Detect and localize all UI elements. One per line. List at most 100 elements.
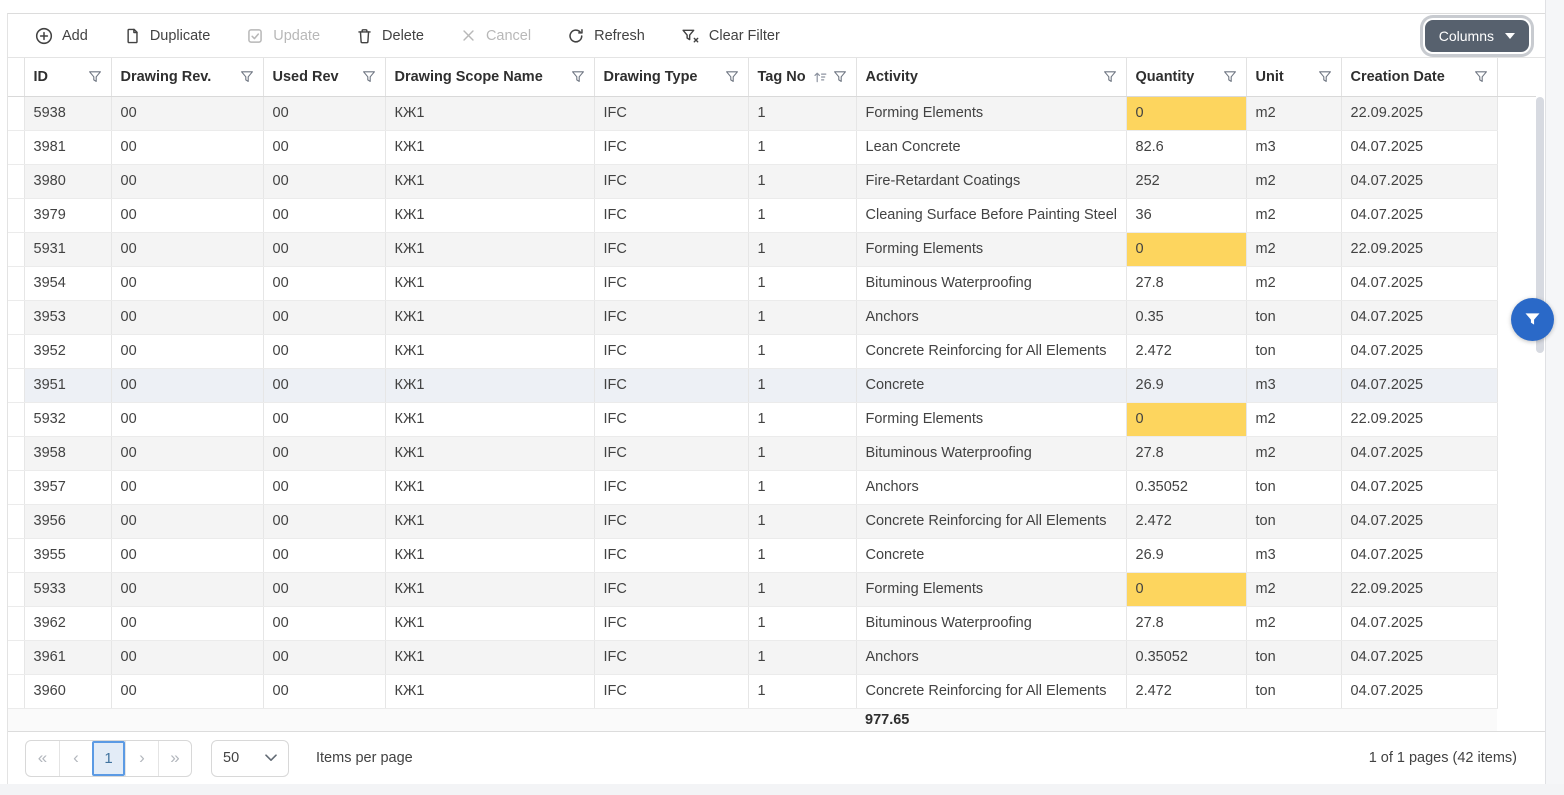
items-per-page-label: Items per page — [316, 750, 413, 766]
column-header-used-rev[interactable]: Used Rev — [263, 58, 386, 97]
cell-id: 3954 — [24, 266, 112, 301]
cell-unit: m2 — [1246, 436, 1342, 471]
table-row[interactable]: 5938 00 00 КЖ1 IFC 1 Forming Elements 0 m2 22.09.… — [8, 96, 1536, 131]
filter-icon — [1318, 70, 1332, 84]
cell-tag: 1 — [748, 674, 857, 709]
table-row[interactable]: 3952 00 00 КЖ1 IFC 1 Concrete Reinforcing for … — [8, 334, 1536, 369]
cell-used-rev: 00 — [263, 402, 386, 437]
cell-quantity: 0.35 — [1126, 300, 1247, 335]
cell-drawing-rev: 00 — [111, 96, 264, 131]
table-row[interactable]: 3961 00 00 КЖ1 IFC 1 Anchors 0.35052 ton 04.07.20… — [8, 640, 1536, 675]
cell-quantity: 0.35052 — [1126, 470, 1247, 505]
grid-panel: Add Duplicate Update Delete Cancel Refresh Cle… — [7, 13, 1554, 784]
add-button[interactable]: Add — [35, 27, 88, 45]
cell-date: 04.07.2025 — [1341, 504, 1498, 539]
table-row[interactable]: 5933 00 00 КЖ1 IFC 1 Forming Elements 0 m2 22.09.… — [8, 572, 1536, 607]
cell-date: 04.07.2025 — [1341, 130, 1498, 165]
filter-icon — [1223, 70, 1237, 84]
table-row[interactable]: 3958 00 00 КЖ1 IFC 1 Bituminous Waterproofing 2… — [8, 436, 1536, 471]
cell-activity: Concrete — [856, 368, 1127, 403]
page-size-select[interactable]: 50 — [211, 739, 289, 777]
cell-scope: КЖ1 — [385, 164, 595, 199]
grid-footer-row: 977.65 — [8, 707, 1536, 732]
table-row[interactable]: 3955 00 00 КЖ1 IFC 1 Concrete 26.9 m3 04.07.2025 — [8, 538, 1536, 573]
cell-unit: m3 — [1246, 130, 1342, 165]
column-header-quantity[interactable]: Quantity — [1126, 58, 1247, 97]
pager: « ‹ 1 › » 50 Items per page 1 of 1 pages… — [8, 731, 1545, 784]
column-header-creation-date[interactable]: Creation Date — [1341, 58, 1498, 97]
table-row[interactable]: 5932 00 00 КЖ1 IFC 1 Forming Elements 0 m2 22.09.… — [8, 402, 1536, 437]
cell-drawing-rev: 00 — [111, 368, 264, 403]
table-row[interactable]: 3956 00 00 КЖ1 IFC 1 Concrete Reinforcing for … — [8, 504, 1536, 539]
cell-unit: m2 — [1246, 232, 1342, 267]
cell-drawing-rev: 00 — [111, 538, 264, 573]
cell-used-rev: 00 — [263, 164, 386, 199]
cell-tag: 1 — [748, 436, 857, 471]
column-header-drawing-type[interactable]: Drawing Type — [594, 58, 749, 97]
cell-drawing-rev: 00 — [111, 164, 264, 199]
clear-filter-icon — [681, 27, 700, 45]
table-row[interactable]: 3979 00 00 КЖ1 IFC 1 Cleaning Surface Before P… — [8, 198, 1536, 233]
column-header-unit[interactable]: Unit — [1246, 58, 1342, 97]
vertical-scrollbar-thumb[interactable] — [1536, 97, 1544, 353]
cell-drawing-rev: 00 — [111, 606, 264, 641]
row-gutter — [8, 538, 25, 573]
filter-icon — [571, 70, 585, 84]
cell-activity: Concrete Reinforcing for All Elements — [856, 334, 1127, 369]
cell-scope: КЖ1 — [385, 96, 595, 131]
duplicate-button[interactable]: Duplicate — [124, 27, 210, 45]
table-row[interactable]: 5931 00 00 КЖ1 IFC 1 Forming Elements 0 m2 22.09.… — [8, 232, 1536, 267]
refresh-button[interactable]: Refresh — [567, 27, 645, 45]
cell-scope: КЖ1 — [385, 266, 595, 301]
delete-icon — [356, 27, 373, 45]
refresh-icon — [567, 27, 585, 45]
row-gutter — [8, 130, 25, 165]
table-row[interactable]: 3957 00 00 КЖ1 IFC 1 Anchors 0.35052 ton 04.07.20… — [8, 470, 1536, 505]
table-row[interactable]: 3981 00 00 КЖ1 IFC 1 Lean Concrete 82.6 m3 04.07.… — [8, 130, 1536, 165]
column-header-tag-no[interactable]: Tag No — [748, 58, 857, 97]
filler-cell — [1497, 504, 1536, 538]
cell-used-rev: 00 — [263, 640, 386, 675]
column-label: Unit — [1255, 68, 1284, 85]
filter-fab-button[interactable] — [1511, 298, 1554, 341]
table-row[interactable]: 3962 00 00 КЖ1 IFC 1 Bituminous Waterproofing 2… — [8, 606, 1536, 641]
cell-activity: Bituminous Waterproofing — [856, 436, 1127, 471]
table-row[interactable]: 3953 00 00 КЖ1 IFC 1 Anchors 0.35 ton 04.07.2025 — [8, 300, 1536, 335]
cell-activity: Concrete — [856, 538, 1127, 573]
column-header-id[interactable]: ID — [24, 58, 112, 97]
cell-quantity: 0 — [1126, 96, 1247, 131]
column-header-drawing-scope-name[interactable]: Drawing Scope Name — [385, 58, 595, 97]
clear-filter-button[interactable]: Clear Filter — [681, 27, 780, 45]
cell-activity: Fire-Retardant Coatings — [856, 164, 1127, 199]
cell-quantity: 0 — [1126, 572, 1247, 607]
cell-drawing-rev: 00 — [111, 198, 264, 233]
table-row[interactable]: 3954 00 00 КЖ1 IFC 1 Bituminous Waterproofing 2… — [8, 266, 1536, 301]
cell-quantity: 2.472 — [1126, 504, 1247, 539]
chevron-down-icon — [1505, 32, 1515, 39]
pager-buttons: « ‹ 1 › » — [25, 739, 192, 777]
cell-unit: ton — [1246, 640, 1342, 675]
cell-scope: КЖ1 — [385, 198, 595, 233]
page-1-button[interactable]: 1 — [92, 740, 125, 776]
cell-date: 04.07.2025 — [1341, 436, 1498, 471]
column-header-drawing-rev[interactable]: Drawing Rev. — [111, 58, 264, 97]
cell-drawing-rev: 00 — [111, 266, 264, 301]
filler-cell — [1497, 674, 1536, 708]
cell-date: 04.07.2025 — [1341, 606, 1498, 641]
table-row[interactable]: 3960 00 00 КЖ1 IFC 1 Concrete Reinforcing for … — [8, 674, 1536, 709]
column-header-activity[interactable]: Activity — [856, 58, 1127, 97]
cancel-icon — [460, 27, 477, 44]
column-label: Tag No — [757, 68, 806, 85]
next-page-button: › — [125, 740, 158, 776]
delete-button[interactable]: Delete — [356, 27, 424, 45]
cell-type: IFC — [594, 130, 749, 165]
button-label: Clear Filter — [708, 27, 780, 44]
row-gutter — [8, 368, 25, 403]
filter-icon — [362, 70, 376, 84]
table-row[interactable]: 3980 00 00 КЖ1 IFC 1 Fire-Retardant Coatings 25… — [8, 164, 1536, 199]
columns-button[interactable]: Columns — [1424, 19, 1529, 52]
cell-activity: Forming Elements — [856, 572, 1127, 607]
table-row[interactable]: 3951 00 00 КЖ1 IFC 1 Concrete 26.9 m3 04.07.2025 — [8, 368, 1536, 403]
cell-id: 3952 — [24, 334, 112, 369]
cell-tag: 1 — [748, 402, 857, 437]
